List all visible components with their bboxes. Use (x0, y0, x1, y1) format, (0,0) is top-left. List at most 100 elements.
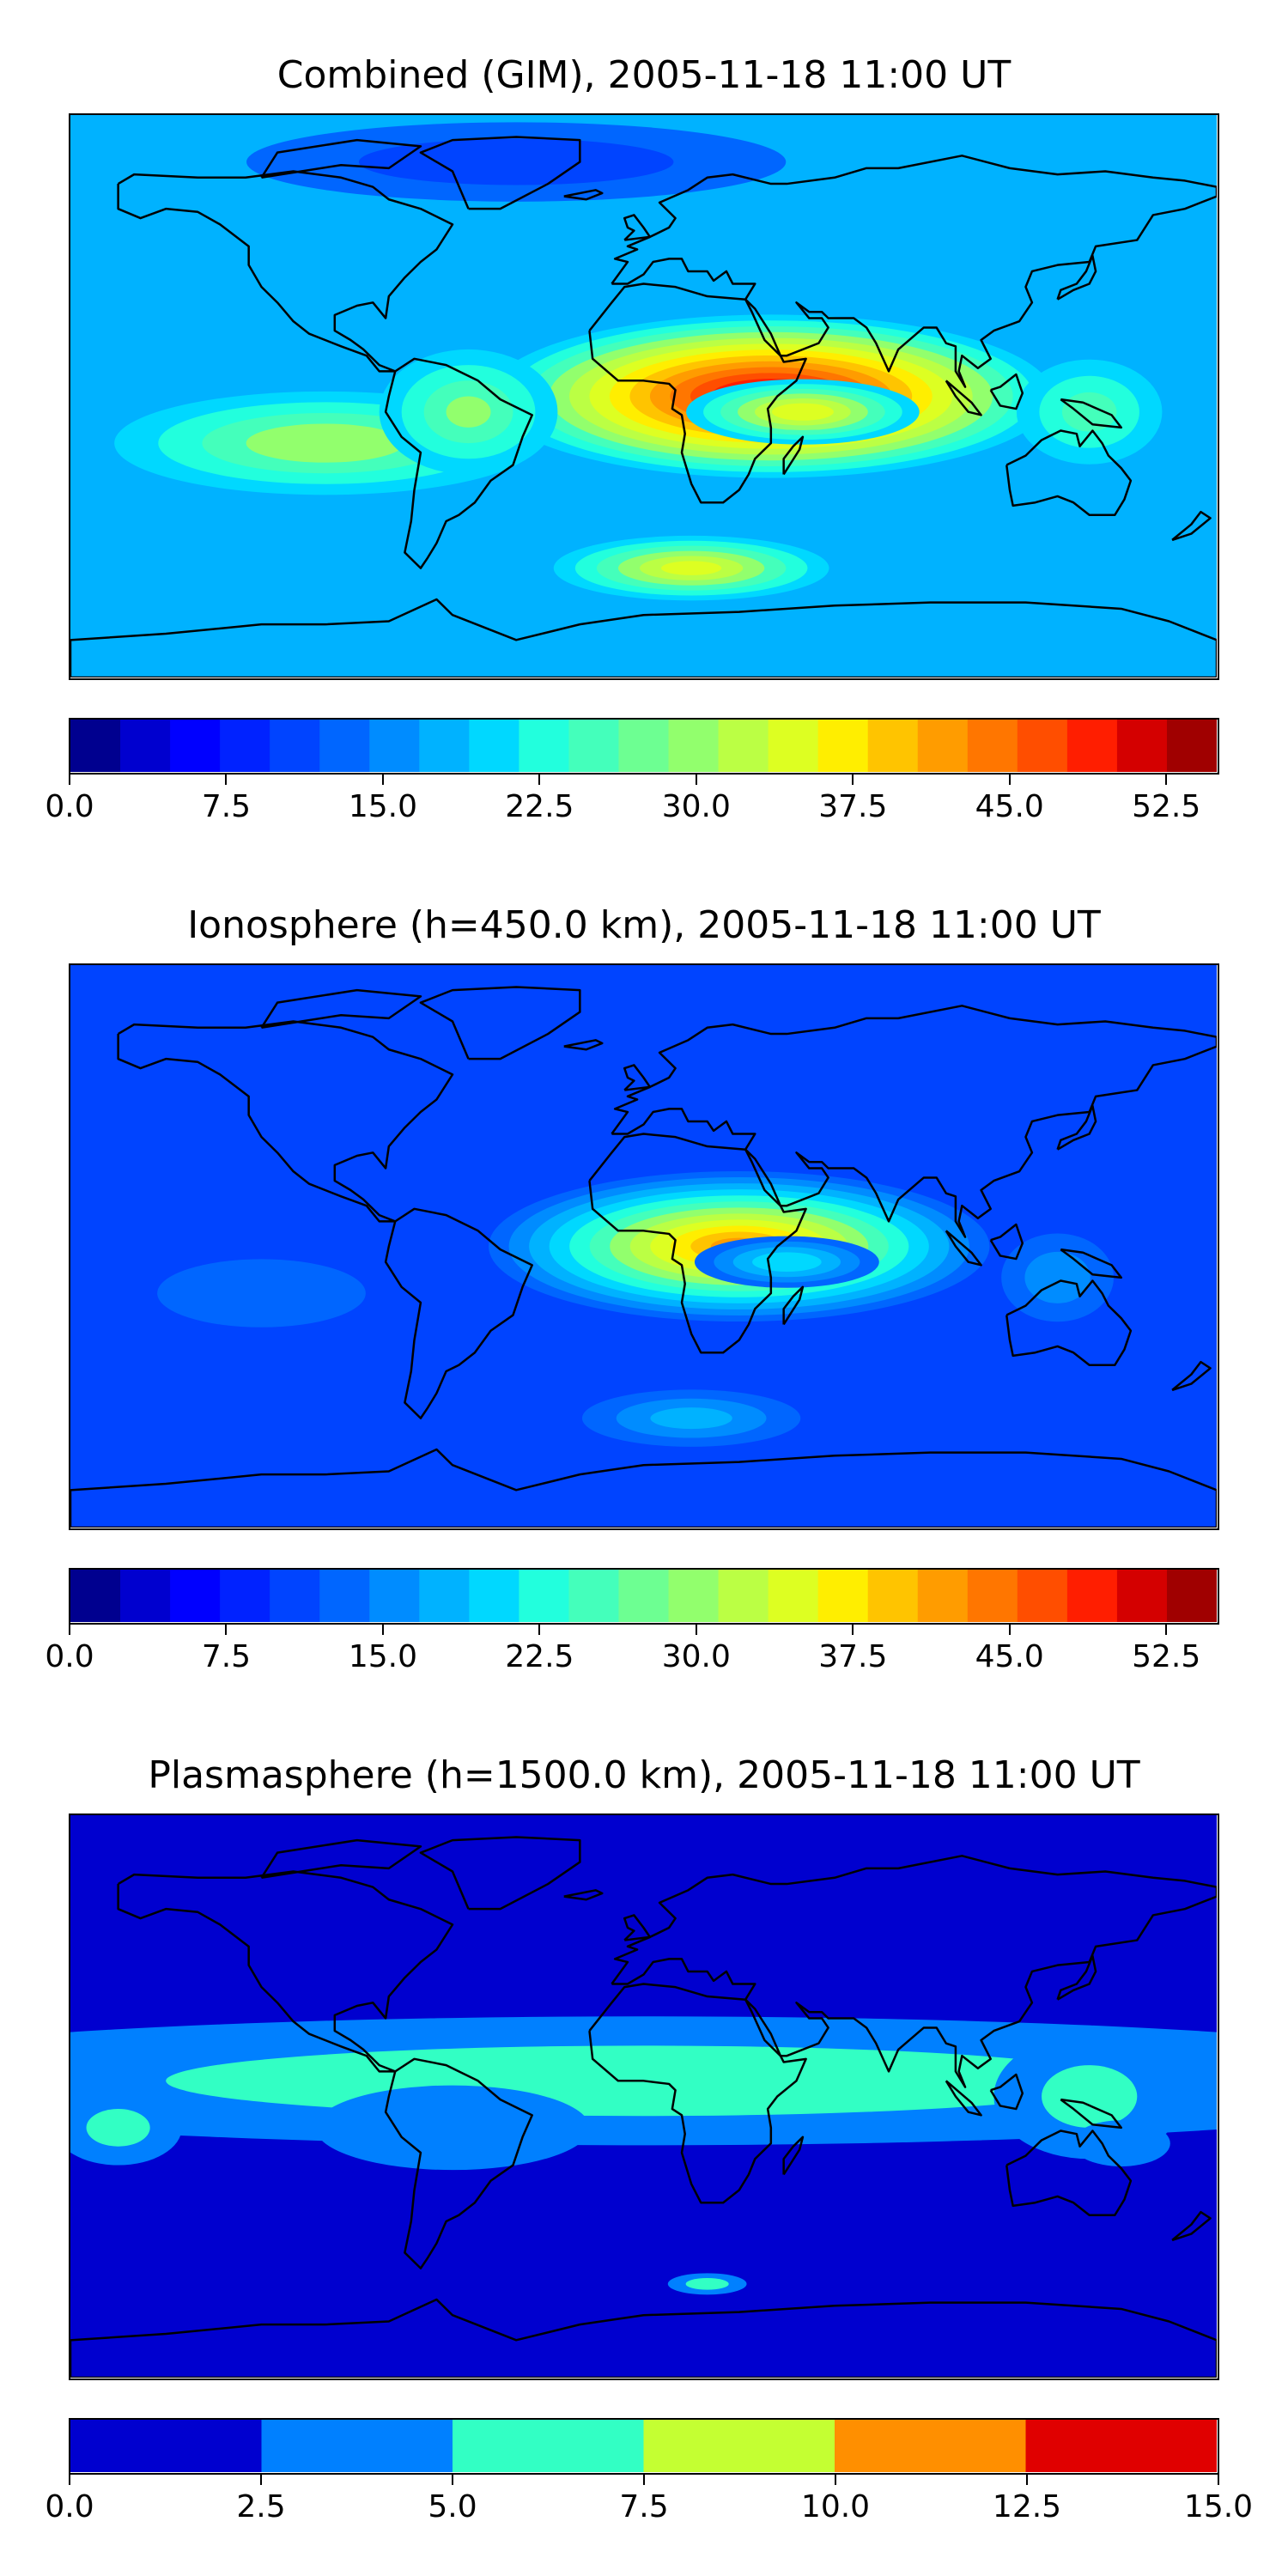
plasmasphere-tick-label: 5.0 (428, 2489, 477, 2524)
colorbar-ticks-plasmasphere: 0.0 2.5 5.0 7.5 10.0 12.5 15.0 (45, 2475, 1253, 2535)
plasmasphere-coastline-15 (260, 1838, 422, 1880)
combined-tick-mark (538, 775, 541, 785)
ionosphere-tick-label: 0.0 (45, 1639, 94, 1674)
combined-colorbar-swatch-9 (519, 720, 570, 772)
plasmasphere-coastline-14 (563, 1889, 604, 1901)
ionosphere-tick-mark (695, 1625, 697, 1635)
combined-colorbar-swatch-0 (70, 720, 121, 772)
ionosphere-tick-mark (852, 1625, 854, 1635)
combined-colorbar-swatch-17 (917, 720, 969, 772)
combined-colorbar-swatch-15 (817, 720, 869, 772)
plasmasphere-tick-mark (1218, 2475, 1219, 2485)
combined-colorbar-swatch-10 (568, 720, 620, 772)
ionosphere-tick-mark (538, 1625, 541, 1635)
combined-contour-1-5 (771, 403, 834, 421)
combined-colorbar-swatch-22 (1166, 720, 1217, 772)
combined-tick-mark (69, 775, 70, 785)
plasmasphere-colorbar-swatch-5 (1025, 2420, 1217, 2472)
combined-colorbar-swatch-4 (270, 720, 320, 772)
combined-colorbar-swatch-1 (120, 720, 171, 772)
combined-coastline-12 (1056, 254, 1097, 301)
plasmasphere-colorbar-swatch-1 (261, 2420, 453, 2472)
ionosphere-colorbar-swatch-13 (718, 1570, 769, 1622)
combined-coastline-9 (945, 380, 982, 416)
plasmasphere-tick-mark (1026, 2475, 1028, 2485)
combined-contour-2-3 (246, 423, 404, 463)
combined-tick-mark (381, 775, 384, 785)
ionosphere-coastline-14 (563, 1039, 604, 1051)
combined-contour-6-1 (358, 138, 674, 185)
plasmasphere-colorbar-swatch-2 (453, 2420, 645, 2472)
ionosphere-coastline-3 (611, 1005, 1217, 1238)
ionosphere-coastline-0 (117, 1020, 454, 1223)
ionosphere-coastline-7 (623, 1064, 652, 1091)
combined-tick-label: 52.5 (1132, 789, 1201, 824)
plasmasphere-coastline-13 (1171, 2210, 1212, 2242)
combined-coastline-10 (989, 373, 1024, 410)
combined-coastline-15 (260, 138, 422, 179)
combined-colorbar-swatch-5 (319, 720, 370, 772)
combined-colorbar-swatch-2 (170, 720, 221, 772)
chart-title: Plasmasphere (h=1500.0 km), 2005-11-18 1… (148, 1753, 1140, 1797)
combined-coastline-2 (384, 357, 533, 569)
ionosphere-colorbar-swatch-7 (419, 1570, 470, 1622)
combined-colorbar-swatch-13 (718, 720, 769, 772)
ionosphere-tick-mark (381, 1625, 384, 1635)
plasmasphere-contour-5-1 (685, 2278, 729, 2290)
ionosphere-tick-label: 30.0 (661, 1639, 731, 1674)
plasmasphere-coastline-7 (623, 1914, 652, 1941)
combined-coastline-14 (563, 189, 604, 201)
ionosphere-colorbar-swatch-3 (220, 1570, 270, 1622)
plasmasphere-coastline-9 (945, 2080, 982, 2117)
ionosphere-coastline-15 (260, 988, 422, 1030)
plasmasphere-tick-mark (260, 2475, 262, 2485)
combined-tick-label: 0.0 (45, 789, 94, 824)
plasmasphere-tick-label: 15.0 (1183, 2489, 1254, 2524)
ionosphere-colorbar-swatch-19 (1017, 1570, 1068, 1622)
plasmasphere-coastline-5 (1005, 2129, 1133, 2217)
combined-colorbar-swatch-11 (618, 720, 670, 772)
combined-tick-label: 30.0 (661, 789, 731, 824)
combined-coastline-11 (1060, 398, 1122, 429)
plasmasphere-coastline-6 (70, 2298, 1217, 2378)
plasmasphere-contour-2-1 (1042, 2065, 1138, 2128)
plasmasphere-coastline-3 (611, 1855, 1217, 2088)
ionosphere-tick-label: 37.5 (818, 1639, 888, 1674)
ionosphere-coastline-1 (419, 986, 581, 1060)
combined-tick-label: 37.5 (818, 789, 888, 824)
combined-tick-mark (1008, 775, 1011, 785)
combined-colorbar-swatch-7 (419, 720, 470, 772)
ionosphere-tick-mark (69, 1625, 70, 1635)
ionosphere-contour-3-2 (650, 1407, 732, 1430)
colorbar-ticks-ionosphere: 0.0 7.5 15.0 22.5 30.0 37.5 45.0 52.5 (45, 1625, 1219, 1685)
ionosphere-coastline-8 (782, 1285, 805, 1326)
combined-tick-label: 45.0 (975, 789, 1044, 824)
plasmasphere-contour-3-1 (86, 2109, 150, 2147)
ionosphere-colorbar-swatch-15 (817, 1570, 869, 1622)
tec-map-plasmasphere (69, 1814, 1219, 2380)
ionosphere-coastline-10 (989, 1223, 1024, 1261)
combined-coastline-6 (70, 598, 1217, 677)
plasmasphere-coastline-12 (1056, 1954, 1097, 2001)
plasmasphere-coastline-8 (782, 2136, 805, 2176)
combined-tick-label: 22.5 (505, 789, 574, 824)
tec-map-combined (69, 113, 1219, 680)
ionosphere-colorbar-swatch-21 (1116, 1570, 1168, 1622)
ionosphere-tick-mark (1165, 1625, 1168, 1635)
combined-coastline-1 (419, 136, 581, 210)
combined-colorbar-swatch-8 (469, 720, 519, 772)
plasmasphere-coastline-1 (419, 1836, 581, 1911)
colorbar-ticks-combined: 0.0 7.5 15.0 22.5 30.0 37.5 45.0 52.5 (45, 775, 1219, 835)
plasmasphere-tick-mark (452, 2475, 453, 2485)
ionosphere-coastline-6 (70, 1448, 1217, 1528)
plasmasphere-tick-mark (643, 2475, 645, 2485)
ionosphere-coastline-9 (945, 1230, 982, 1267)
combined-coastline-5 (1005, 429, 1133, 517)
ionosphere-contour-1-3 (752, 1252, 822, 1272)
ionosphere-colorbar-swatch-9 (519, 1570, 570, 1622)
combined-tick-mark (852, 775, 854, 785)
plasmasphere-contour-4-0 (1072, 2120, 1170, 2166)
combined-tick-mark (695, 775, 697, 785)
colorbar-ionosphere (69, 1568, 1219, 1625)
combined-colorbar-swatch-6 (369, 720, 420, 772)
